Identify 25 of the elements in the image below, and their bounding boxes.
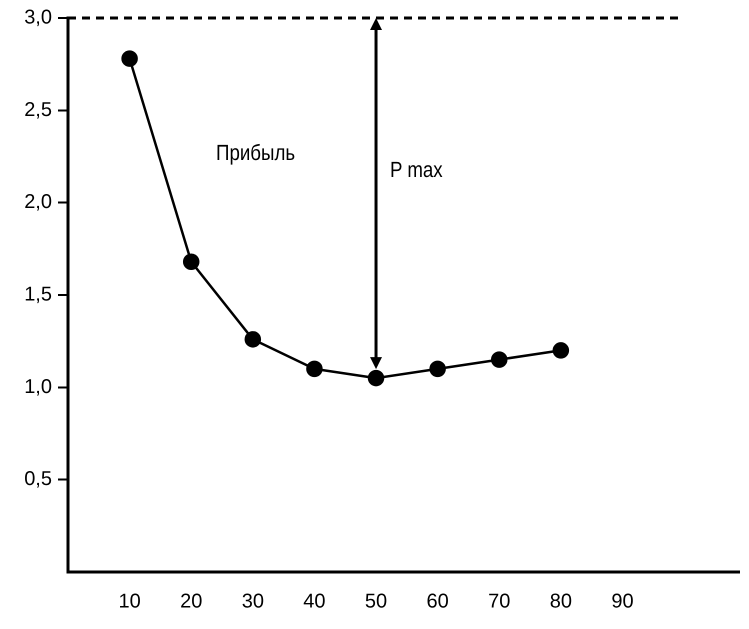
y-tick-label: 1,5 [24,284,52,306]
point [552,342,570,359]
x-tick-label: 90 [611,590,634,613]
x-tick-label: 40 [303,590,326,613]
y-tick-label: 0,5 [24,468,52,490]
x-tick-label: 70 [488,590,510,613]
annotation: Прибыль [216,140,295,166]
y-tick-label: 3,0 [24,6,52,29]
point [490,351,508,368]
point [244,331,262,348]
y-tick-label: 2,0 [24,191,52,214]
point [182,254,200,270]
x-tick-label: 10 [118,590,141,613]
point [368,370,384,386]
x-tick-label: 80 [550,590,572,613]
y-tick-label: 1,0 [24,376,52,398]
point [306,360,323,378]
y-tick-label: 2,5 [24,98,52,121]
point [429,360,446,378]
x-tick-label: 60 [426,590,449,613]
x-tick-label: 20 [180,590,202,613]
x-tick-label: 30 [242,590,264,613]
point [121,50,138,67]
x-tick-label: 50 [364,590,388,613]
annotation: P max [390,156,443,182]
